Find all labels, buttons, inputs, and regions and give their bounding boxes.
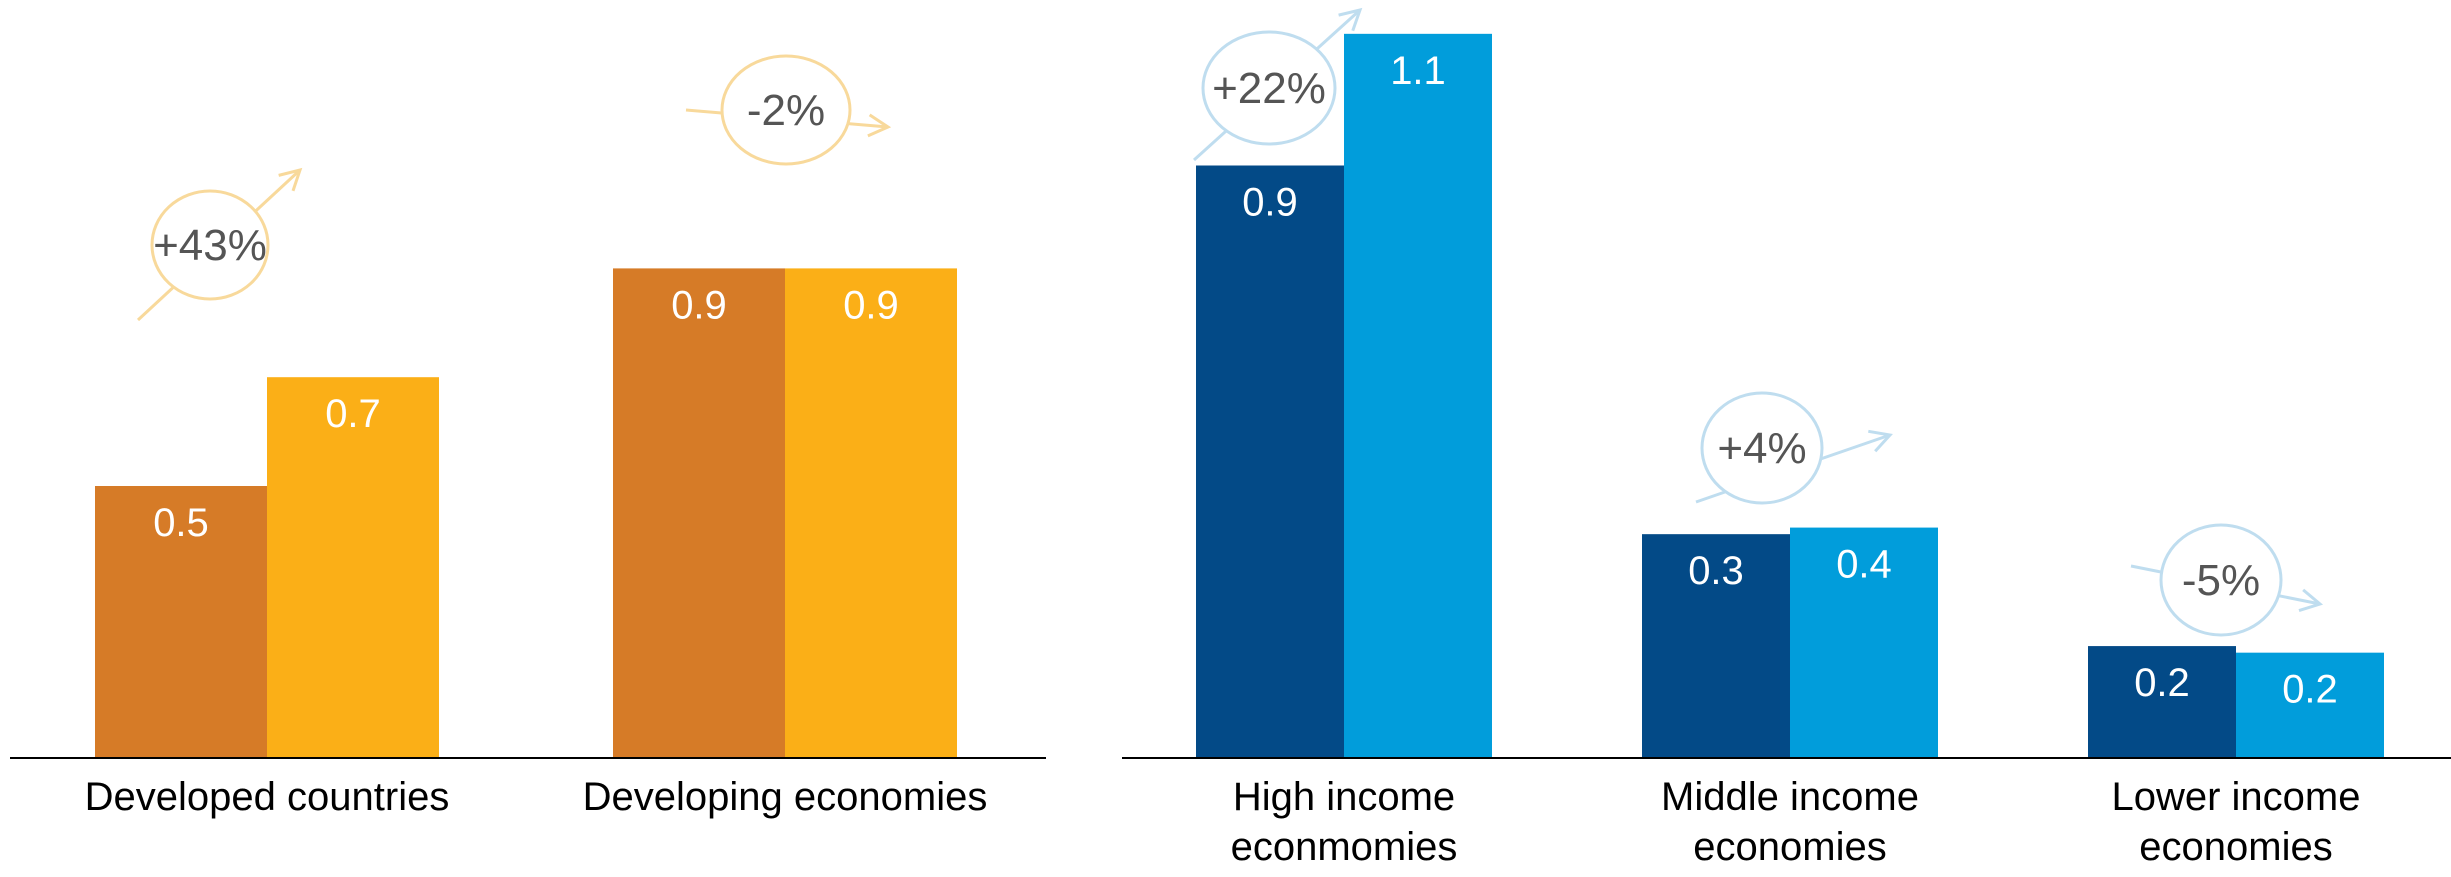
- bar-developed-countries-series-2: [267, 377, 439, 758]
- change-bubble: [2159, 523, 2283, 637]
- change-label: +4%: [1717, 424, 1806, 473]
- change-bubble: [1700, 391, 1824, 505]
- arrowhead-icon: [2298, 588, 2324, 612]
- data-label-lower-income-economies-series-2: 0.2: [2282, 668, 2338, 712]
- chart-panel-developed-developing: 0.5 0.7 Developed countries +43% 0.9 0.9 Devel…: [10, 54, 1046, 819]
- arrowhead-icon: [278, 167, 303, 192]
- arrowhead-icon: [1868, 429, 1893, 453]
- category-label-developing-economies: Developing economies: [583, 775, 988, 819]
- data-label-developing-economies-series-1: 0.9: [671, 283, 727, 327]
- category-label-high-income-econmomies: High income econmomies: [1231, 775, 1458, 869]
- category-label-developed-countries: Developed countries: [85, 775, 450, 819]
- change-bubble: [720, 54, 852, 166]
- change-callout-middle-income-economies: +4%: [1695, 391, 1893, 505]
- change-label: -2%: [747, 86, 825, 135]
- data-label-developed-countries-series-2: 0.7: [325, 392, 381, 436]
- change-callout-developed-countries: +43%: [136, 167, 303, 322]
- data-label-developing-economies-series-2: 0.9: [843, 283, 899, 327]
- change-label: +43%: [153, 221, 267, 270]
- arrowhead-icon: [867, 113, 892, 138]
- bar-developed-countries-series-1: [95, 486, 267, 758]
- arrowhead-icon: [1338, 7, 1363, 32]
- change-callout-high-income-econmomies: +22%: [1192, 7, 1363, 162]
- data-label-middle-income-economies-series-2: 0.4: [1836, 543, 1892, 587]
- bar-middle-income-economies-series-1: [1642, 534, 1790, 758]
- data-label-high-income-econmomies-series-2: 1.1: [1390, 49, 1446, 93]
- chart-panel-income-groups: 0.9 1.1 High income econmomies +22% 0.3 0.4 Mid…: [1122, 7, 2451, 869]
- bar-high-income-econmomies-series-1: [1196, 165, 1344, 758]
- data-label-developed-countries-series-1: 0.5: [153, 501, 209, 545]
- change-callout-lower-income-economies: -5%: [2130, 523, 2324, 637]
- bar-lower-income-economies-series-2: [2236, 652, 2384, 758]
- category-label-middle-income-economies: Middle income economies: [1661, 775, 1919, 869]
- bar-middle-income-economies-series-2: [1790, 527, 1938, 758]
- change-bubble: [150, 189, 270, 301]
- bar-developing-economies-series-2: [785, 268, 957, 758]
- bar-lower-income-economies-series-1: [2088, 646, 2236, 758]
- change-label: +22%: [1212, 64, 1326, 113]
- data-label-lower-income-economies-series-1: 0.2: [2134, 661, 2190, 705]
- change-callout-developing-economies: -2%: [685, 54, 892, 166]
- category-label-lower-income-economies: Lower income economies: [2111, 775, 2360, 869]
- data-label-middle-income-economies-series-1: 0.3: [1688, 549, 1744, 593]
- data-label-high-income-econmomies-series-1: 0.9: [1242, 181, 1298, 225]
- bar-high-income-econmomies-series-2: [1344, 33, 1492, 759]
- bar-developing-economies-series-1: [613, 268, 785, 758]
- change-label: -5%: [2182, 556, 2260, 605]
- change-bubble: [1201, 30, 1337, 146]
